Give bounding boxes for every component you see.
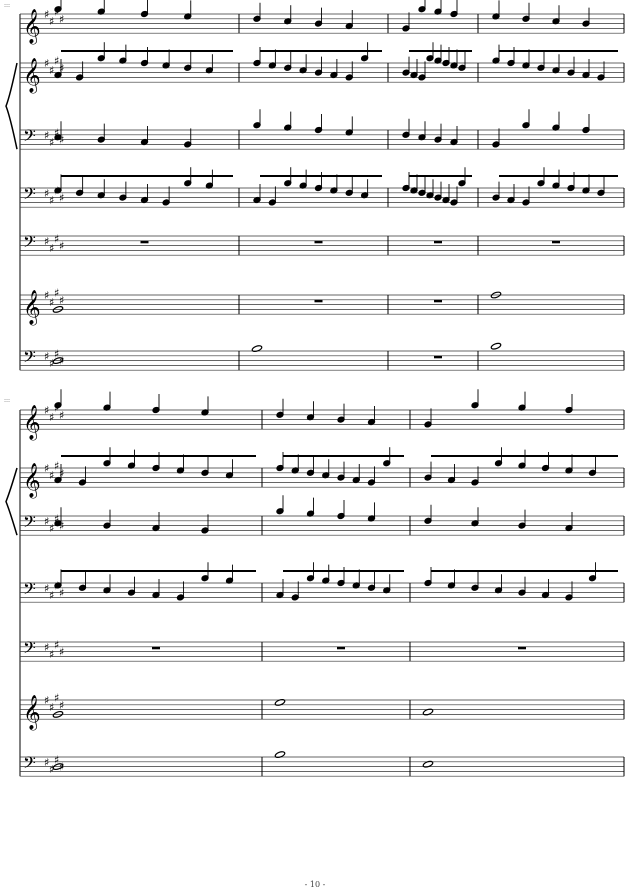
note-head [251, 345, 263, 353]
sharp-icon: ♯ [54, 126, 59, 139]
sharp-icon: ♯ [59, 240, 64, 253]
bass-clef-icon: 𝄢 [23, 125, 36, 149]
brace [5, 62, 18, 150]
note-head [490, 342, 502, 350]
sharp-icon: ♯ [59, 520, 64, 533]
sharp-icon: ♯ [59, 409, 64, 422]
sharp-icon: ♯ [49, 522, 54, 535]
sharp-icon: ♯ [54, 638, 59, 651]
sharp-icon: ♯ [49, 411, 54, 424]
sharp-icon: ♯ [49, 589, 54, 602]
sharp-icon: ♯ [49, 296, 54, 309]
bass-clef-icon: 𝄢 [23, 578, 36, 602]
sharp-icon: ♯ [49, 15, 54, 28]
treble-clef-icon: 𝄞 [23, 9, 41, 45]
note-head [52, 710, 64, 718]
sharp-icon: ♯ [44, 57, 49, 70]
system-marker: ::: [4, 2, 11, 9]
note-head [490, 291, 502, 299]
whole-rest [434, 299, 442, 303]
whole-rest [314, 299, 323, 303]
sharp-icon: ♯ [59, 294, 64, 307]
sharp-icon: ♯ [59, 467, 64, 480]
sharp-icon: ♯ [49, 64, 54, 77]
bass-clef-icon: 𝄢 [23, 511, 36, 535]
sharp-icon: ♯ [54, 512, 59, 525]
sharp-icon: ♯ [44, 187, 49, 200]
sharp-icon: ♯ [44, 582, 49, 595]
sharp-icon: ♯ [44, 515, 49, 528]
sharp-icon: ♯ [59, 699, 64, 712]
whole-rest [552, 240, 560, 244]
sharp-icon: ♯ [49, 469, 54, 482]
note-head [274, 698, 286, 706]
note-head [274, 751, 286, 759]
sharp-icon: ♯ [44, 756, 49, 769]
sharp-icon: ♯ [44, 350, 49, 363]
sharp-icon: ♯ [44, 289, 49, 302]
sharp-icon: ♯ [54, 287, 59, 300]
whole-rest [518, 646, 526, 650]
treble-clef-icon: 𝄞 [23, 58, 41, 94]
sharp-icon: ♯ [54, 692, 59, 705]
treble-clef-icon: 𝄞 [23, 290, 41, 326]
whole-rest [140, 240, 149, 244]
sharp-icon: ♯ [44, 235, 49, 248]
treble-clef-icon: 𝄞 [23, 405, 41, 441]
bass-clef-icon: 𝄢 [23, 183, 36, 207]
sharp-icon: ♯ [59, 13, 64, 26]
sharp-icon: ♯ [59, 587, 64, 600]
sharp-icon: ♯ [49, 648, 54, 661]
note-head [52, 357, 64, 365]
whole-rest [434, 240, 442, 244]
whole-rest [152, 646, 160, 650]
note-head [52, 305, 64, 313]
sharp-icon: ♯ [59, 62, 64, 75]
whole-rest [337, 646, 345, 650]
sharp-icon: ♯ [54, 460, 59, 473]
note-head [52, 763, 64, 771]
whole-rest [434, 355, 442, 359]
sharp-icon: ♯ [54, 55, 59, 68]
treble-clef-icon: 𝄞 [23, 463, 41, 499]
sharp-icon: ♯ [49, 763, 54, 776]
sharp-icon: ♯ [49, 242, 54, 255]
sharp-icon: ♯ [59, 134, 64, 147]
note-head [422, 708, 434, 716]
sharp-icon: ♯ [44, 8, 49, 21]
note-head [422, 760, 434, 768]
bass-clef-icon: 𝄢 [23, 752, 36, 776]
sharp-icon: ♯ [49, 136, 54, 149]
sharp-icon: ♯ [54, 347, 59, 360]
sharp-icon: ♯ [49, 357, 54, 370]
sharp-icon: ♯ [44, 404, 49, 417]
bass-clef-icon: 𝄢 [23, 346, 36, 370]
page-number: - 10 - [304, 880, 326, 889]
treble-clef-icon: 𝄞 [23, 695, 41, 731]
sharp-icon: ♯ [44, 129, 49, 142]
sharp-icon: ♯ [44, 462, 49, 475]
bass-clef-icon: 𝄢 [23, 637, 36, 661]
sharp-icon: ♯ [49, 194, 54, 207]
sharp-icon: ♯ [54, 232, 59, 245]
sharp-icon: ♯ [54, 753, 59, 766]
brace [5, 467, 18, 536]
sharp-icon: ♯ [44, 641, 49, 654]
bass-clef-icon: 𝄢 [23, 231, 36, 255]
whole-rest [314, 240, 323, 244]
sharp-icon: ♯ [44, 694, 49, 707]
sharp-icon: ♯ [59, 192, 64, 205]
sharp-icon: ♯ [59, 646, 64, 659]
sharp-icon: ♯ [49, 701, 54, 714]
system-marker: ::: [4, 397, 11, 404]
